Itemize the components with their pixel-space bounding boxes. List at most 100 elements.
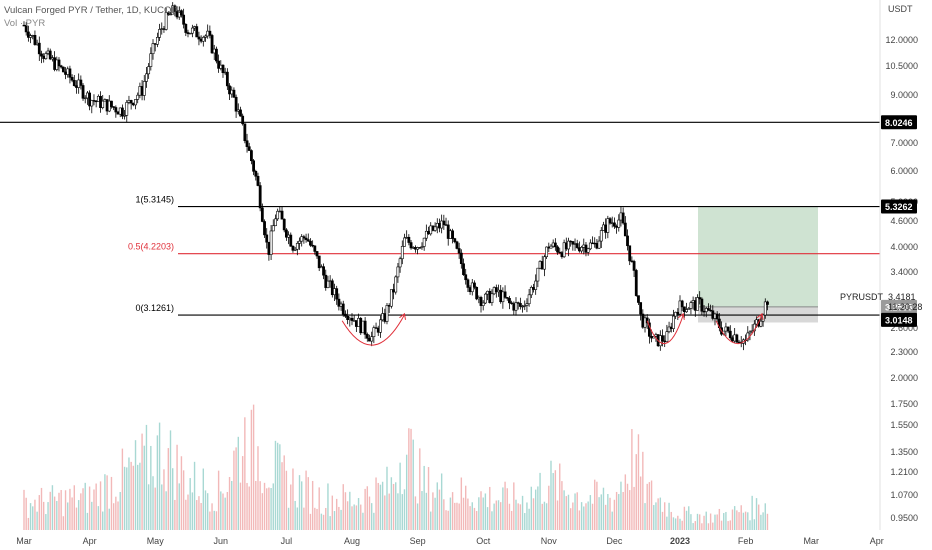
volume-bar [298,475,301,530]
volume-indicator-label[interactable]: Vol · PYR [4,18,46,29]
last-price-value: 3.4181 [888,292,916,302]
volume-bar [143,445,145,530]
candle-body [145,73,148,82]
volume-bar [596,481,598,530]
volume-bar [283,455,285,530]
volume-bar [589,495,592,530]
volume-bar [384,495,386,530]
candle-body [344,313,347,317]
volume-bar [526,502,528,530]
candle-body [433,226,437,231]
volume-bar [451,492,454,530]
volume-bar [137,464,139,530]
volume-bar [309,513,312,530]
volume-bar [491,511,493,530]
volume-bar [261,493,264,530]
volume-bar [569,508,572,530]
volume-bar [102,511,104,530]
volume-bar [414,496,417,530]
volume-bar [482,497,484,530]
volume-bar [235,447,237,530]
candle-body [46,50,50,54]
candle-body [241,115,245,125]
volume-bar [594,479,596,530]
volume-bar [364,488,366,530]
volume-bar [725,511,727,530]
candle-body [350,317,354,321]
volume-bar [631,429,633,530]
candle-body [414,247,417,250]
volume-bar [618,494,620,530]
volume-bar [504,481,506,530]
volume-bar [729,520,731,530]
volume-bar [513,482,515,530]
price-tick-label: 2.0000 [890,373,918,383]
volume-bar [119,491,121,530]
candle-body [287,234,290,238]
volume-bar [60,490,62,530]
candle-body [444,224,448,226]
volume-bar [615,491,618,530]
candle-body [357,317,360,327]
candle-body [523,305,527,307]
candle-body [48,50,52,60]
price-tick-label: 2.3000 [890,347,918,357]
volume-bar [263,482,266,530]
candle-body [284,229,288,238]
chart-title[interactable]: Vulcan Forged PYR / Tether, 1D, KUCOIN [4,5,181,16]
volume-bar [93,489,95,530]
candle-body [582,244,586,248]
volume-bar [644,503,646,530]
candle-body [481,302,485,306]
candle-body [468,287,472,293]
volume-bar [670,511,672,530]
price-badge-text: 5.3262 [885,202,913,212]
volume-bar [591,503,594,530]
volume-bars [23,404,769,530]
volume-bar [270,488,272,530]
candle-body [759,320,763,327]
volume-bar [622,491,624,530]
volume-bar [248,486,250,530]
candle-body [72,79,76,86]
volume-bar [259,481,261,530]
candle-body [151,43,155,55]
fib-label: 1(5.3145) [135,195,174,205]
candle-body [615,226,618,228]
candle-body [184,23,188,33]
candle-body [707,308,710,311]
volume-bar [255,480,257,530]
volume-bar [425,492,428,530]
candle-body [385,305,389,322]
price-axis[interactable]: USDT12.000010.50009.00007.00006.00005.00… [885,4,918,523]
volume-bar [266,488,268,530]
candle-body [280,210,284,220]
volume-bar [342,484,344,530]
volume-bar [287,507,290,530]
candle-body [462,263,465,275]
volume-bar [548,485,550,530]
candle-body [112,106,116,108]
candle-body [737,341,741,344]
volume-bar [196,500,198,530]
volume-bar [42,501,45,530]
candle-body [569,240,573,243]
arc-arrowhead [756,312,764,320]
time-tick-label: Jun [214,536,229,546]
pattern-arc [646,314,684,344]
volume-bar [51,485,54,530]
volume-bar [499,502,502,530]
volume-bar [165,491,167,530]
candle-body [204,35,207,38]
volume-bar [545,503,548,530]
volume-bar [733,506,736,530]
volume-bar [443,499,445,530]
volume-bar [45,514,47,530]
volume-bar [71,497,73,530]
candle-body [365,334,369,339]
time-axis[interactable]: Mar Apr May Jun Jul Aug Sep Oct Nov Dec 2023 Feb Mar… [16,536,884,546]
volume-bar [338,506,340,530]
volume-bar [62,516,65,530]
volume-bar [744,511,747,530]
